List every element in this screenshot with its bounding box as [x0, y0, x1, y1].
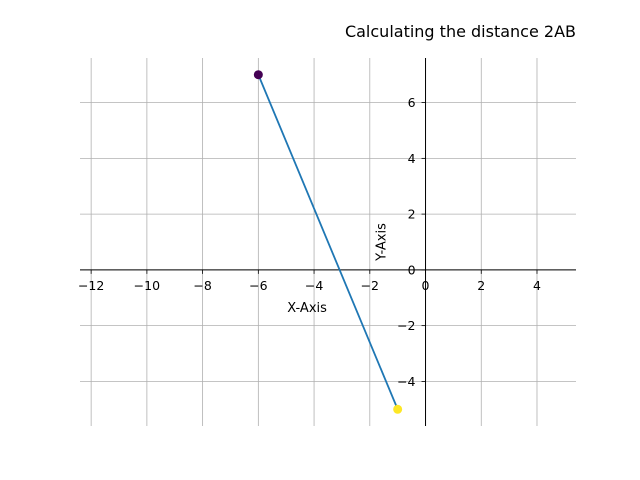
chart-title: Calculating the distance 2AB	[345, 22, 576, 41]
series	[257, 74, 399, 410]
y-tick-label: 6	[408, 95, 416, 110]
y-tick-label: 4	[408, 151, 416, 166]
x-tick-label: −6	[249, 278, 267, 293]
points	[253, 70, 403, 414]
x-tick-label: 0	[422, 278, 430, 293]
y-tick-label: −2	[397, 318, 415, 333]
x-tick-label: −4	[305, 278, 323, 293]
axes	[80, 58, 576, 426]
y-axis-label: Y-Axis	[375, 223, 390, 262]
x-tick-label: 4	[533, 278, 541, 293]
x-tick-label: 2	[477, 278, 485, 293]
data-point	[393, 404, 403, 414]
x-axis-label: X-Axis	[287, 301, 327, 316]
data-point	[253, 70, 263, 80]
x-tick-label: −8	[193, 278, 211, 293]
x-tick-label: −10	[134, 278, 160, 293]
series-line	[257, 74, 399, 410]
y-tick-label: 0	[408, 262, 416, 277]
y-tick-label: 2	[408, 207, 416, 222]
y-tick-label: −4	[397, 374, 415, 389]
x-tick-label: −2	[361, 278, 379, 293]
x-tick-label: −12	[78, 278, 104, 293]
tick-labels: −12 −10 −8 −6 −4 −2 0 2 4 −4 −2 0 2 4 6	[78, 95, 541, 389]
